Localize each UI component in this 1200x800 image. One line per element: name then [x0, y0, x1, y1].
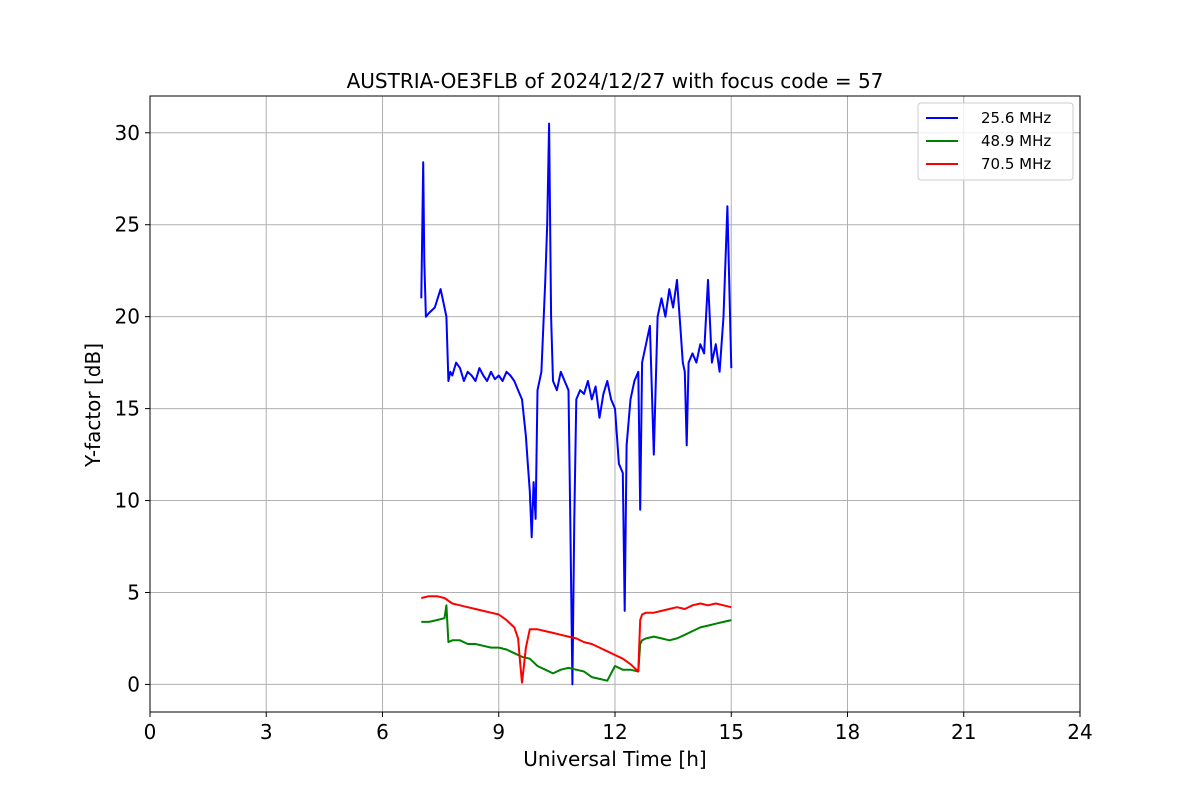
- legend-label: 70.5 MHz: [981, 155, 1051, 173]
- x-tick-label: 24: [1067, 720, 1092, 744]
- legend-box: [917, 102, 1074, 181]
- legend-label: 48.9 MHz: [981, 132, 1051, 150]
- y-tick-label: 15: [115, 397, 140, 421]
- plot-series: [420, 122, 733, 686]
- y-tick-label: 30: [115, 121, 140, 145]
- y-tick-label: 10: [115, 489, 140, 513]
- x-tick-label: 9: [492, 720, 505, 744]
- y-tick-label: 0: [127, 672, 140, 696]
- chart-title: AUSTRIA-OE3FLB of 2024/12/27 with focus …: [347, 69, 884, 93]
- y-axis-ticks: 0 5 10 15 20 25 30: [115, 121, 150, 696]
- x-tick-label: 3: [260, 720, 273, 744]
- y-axis-label: Y-factor [dB]: [81, 343, 105, 468]
- legend-label: 25.6 MHz: [981, 109, 1051, 127]
- x-tick-label: 6: [376, 720, 389, 744]
- series-line: [421, 595, 732, 684]
- x-tick-label: 18: [835, 720, 860, 744]
- y-tick-label: 25: [115, 213, 140, 237]
- x-axis-ticks: 0 3 6 9 12 15 18 21 24: [144, 712, 1093, 744]
- legend: 25.6 MHz 48.9 MHz 70.5 MHz: [917, 102, 1074, 181]
- series-line: [421, 604, 732, 682]
- y-tick-label: 20: [115, 305, 140, 329]
- x-tick-label: 21: [951, 720, 976, 744]
- y-tick-label: 5: [127, 580, 140, 604]
- x-axis-label: Universal Time [h]: [523, 747, 706, 771]
- x-tick-label: 15: [719, 720, 744, 744]
- series-line: [420, 122, 733, 686]
- x-tick-label: 12: [602, 720, 627, 744]
- x-tick-label: 0: [144, 720, 157, 744]
